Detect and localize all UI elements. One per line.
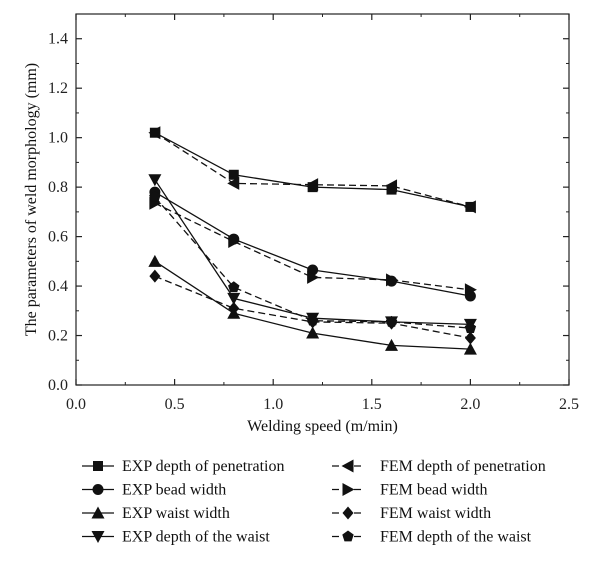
- legend-item: EXP bead width: [82, 482, 226, 499]
- data-point: [463, 200, 476, 214]
- x-tick-label: 0.0: [66, 396, 86, 413]
- legend-label: FEM depth of the waist: [380, 529, 532, 546]
- data-point: [463, 342, 477, 355]
- legend-label: EXP bead width: [122, 482, 226, 499]
- series-line: [154, 202, 471, 291]
- data-point: [228, 169, 239, 180]
- legend-item: FEM waist width: [332, 505, 491, 522]
- y-tick-label: 0.6: [48, 229, 68, 246]
- legend-item: FEM depth of penetration: [332, 458, 546, 475]
- data-point: [464, 322, 477, 333]
- series-layer: [148, 126, 477, 355]
- chart-legend: EXP depth of penetration FEM depth of pen…: [82, 458, 546, 546]
- data-point: [227, 292, 241, 305]
- data-point: [227, 176, 240, 190]
- data-point: [386, 273, 399, 287]
- series-fem-depth-of-the-waist: [149, 191, 477, 333]
- x-tick-label: 2.0: [460, 396, 480, 413]
- series-line: [154, 132, 471, 208]
- legend-label: EXP depth of penetration: [122, 458, 284, 475]
- legend-label: FEM depth of penetration: [380, 458, 546, 475]
- legend-marker: [93, 461, 103, 471]
- data-point: [149, 269, 161, 283]
- data-point: [148, 254, 162, 267]
- data-point: [386, 184, 397, 195]
- legend-label: EXP waist width: [122, 505, 230, 522]
- x-tick-label: 1.5: [362, 396, 382, 413]
- x-axis-title: Welding speed (m/min): [247, 418, 398, 435]
- y-tick-label: 1.2: [48, 80, 68, 97]
- legend-marker: [342, 530, 354, 542]
- data-point: [385, 179, 398, 193]
- x-tick-label: 2.5: [559, 396, 579, 413]
- legend-item: EXP depth of the waist: [82, 529, 270, 546]
- data-point: [148, 126, 161, 140]
- data-point: [385, 338, 399, 351]
- legend-item: EXP waist width: [82, 505, 230, 522]
- data-point: [307, 270, 320, 284]
- data-point: [464, 331, 476, 345]
- y-tick-label: 0.0: [48, 377, 68, 394]
- x-tick-label: 0.5: [165, 396, 185, 413]
- y-tick-label: 1.4: [48, 31, 68, 48]
- y-tick-label: 1.0: [48, 130, 68, 147]
- data-point: [228, 235, 241, 249]
- x-tick-label: 1.0: [263, 396, 283, 413]
- data-point: [228, 301, 240, 315]
- legend-marker: [91, 506, 105, 519]
- series-line: [154, 196, 471, 329]
- data-point: [306, 326, 320, 339]
- y-tick-label: 0.4: [48, 278, 68, 295]
- legend-item: FEM bead width: [332, 482, 488, 499]
- y-axis-title: The parameters of weld morphology (mm): [23, 63, 40, 336]
- legend-item: EXP depth of penetration: [82, 458, 284, 475]
- legend-label: EXP depth of the waist: [122, 529, 270, 546]
- y-tick-label: 0.8: [48, 179, 68, 196]
- legend-marker: [92, 484, 104, 495]
- legend-marker: [341, 459, 354, 473]
- legend-item: FEM depth of the waist: [332, 529, 532, 546]
- plot-axes: 0.0 0.5 1.0 1.5 2.0 2.5 0.0 0.2 0.4 0.6 0.8 1.0 1.2 1…: [48, 13, 579, 413]
- series-exp-waist-width: [148, 254, 477, 355]
- series-exp-depth-of-penetration: [149, 127, 476, 212]
- legend-marker: [342, 506, 354, 520]
- series-line: [154, 132, 471, 208]
- data-point: [306, 178, 319, 192]
- legend-label: FEM waist width: [380, 505, 491, 522]
- legend-marker: [91, 531, 105, 543]
- series-fem-bead-width: [149, 196, 477, 297]
- y-tick-label: 0.2: [48, 328, 68, 345]
- data-point: [149, 191, 161, 202]
- data-point: [464, 283, 477, 297]
- legend-marker: [342, 483, 355, 496]
- series-fem-depth-of-penetration: [148, 126, 476, 214]
- data-point: [148, 174, 162, 187]
- legend-label: FEM bead width: [380, 482, 488, 499]
- data-point: [385, 315, 398, 327]
- data-point: [228, 281, 240, 293]
- data-point: [306, 314, 319, 326]
